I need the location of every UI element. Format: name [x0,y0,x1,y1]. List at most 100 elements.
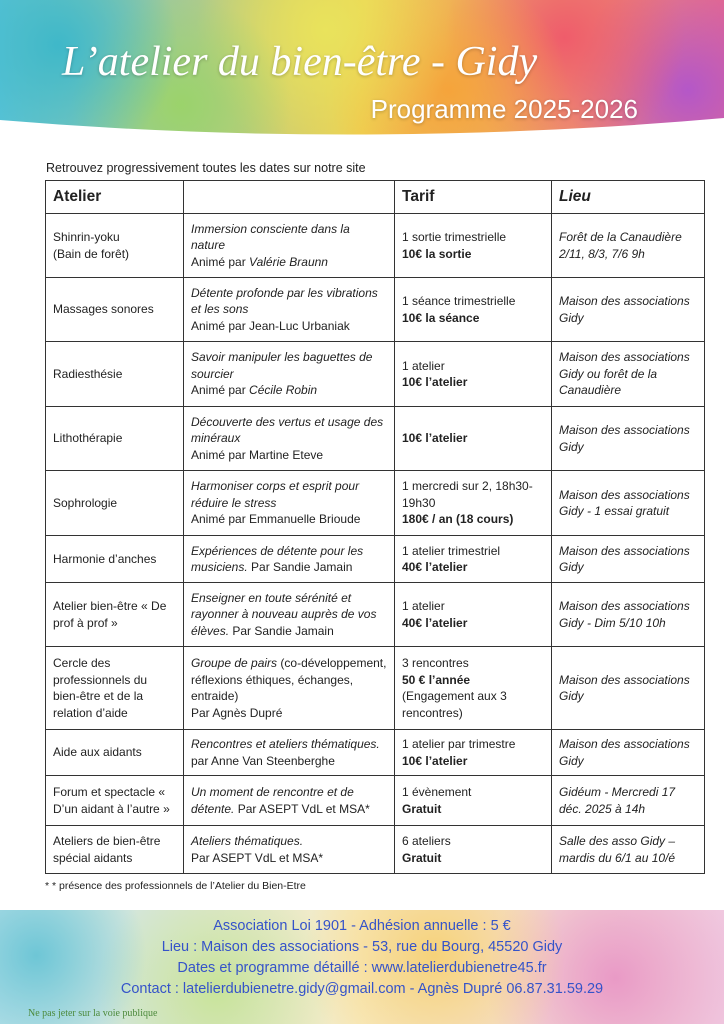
tarif-cell: 1 atelier 40€ l’atelier [394,582,552,647]
cell-line: 1 atelier [402,598,544,615]
cell-text: Par Sandie Jamain [247,560,353,574]
cell-text: 10€ l’atelier [402,753,468,768]
atelier-cell: Sophrologie [45,470,184,536]
description-cell: Enseigner en toute sérénité et rayonner … [183,582,395,647]
cell-text: Maison des associations [559,423,690,437]
cell-line: 1 atelier trimestriel [402,543,544,560]
cell-line: Massages sonores [53,301,176,318]
cell-line: Enseigner en toute sérénité et rayonner … [191,590,387,640]
cell-line: Forêt de la Canaudière [559,229,697,246]
lieu-cell: Maison des associations Gidy - Dim 5/10 1… [551,582,705,647]
atelier-cell: Cercle des professionnels du bien-être e… [45,646,184,730]
cell-text: Radiesthésie [53,366,123,381]
cell-line: Forum et spectacle « D’un aidant à l’aut… [53,784,176,817]
description-cell: Rencontres et ateliers thématiques. par A… [183,729,395,776]
cell-line: Harmoniser corps et esprit pour réduire … [191,478,387,511]
cell-text: 2/11, 8/3, 7/6 9h [559,246,645,261]
cell-line: Ateliers de bien-être spécial aidants [53,833,176,866]
tarif-cell: 1 mercredi sur 2, 18h30-19h30 180€ / an (… [394,470,552,536]
cell-line: Détente profonde par les vibrations et l… [191,285,387,318]
cell-line: Animé par Jean-Luc Urbaniak [191,318,387,335]
cell-line: 1 sortie trimestrielle [402,229,544,246]
tarif-cell: 3 rencontres 50 € l’année (Engagement aux … [394,646,552,730]
lieu-cell: Maison des associations Gidy [551,406,705,471]
cell-line: Animé par Martine Eteve [191,447,387,464]
cell-text: Animé par Martine Eteve [191,447,324,462]
atelier-cell: Forum et spectacle « D’un aidant à l’aut… [45,775,184,826]
cell-text: 1 évènement [402,785,472,799]
cell-text: 1 atelier par trimestre [402,737,516,751]
cell-text: 6 ateliers [402,834,451,848]
lieu-cell: Maison des associations Gidy ou forêt de… [551,341,705,407]
cell-line: Maison des associations [559,293,697,310]
header-curve [0,118,724,150]
cell-text: 10€ la sortie [402,246,472,261]
cell-text: Gidy [559,310,584,325]
cell-text: Groupe de pairs [191,656,278,670]
cell-text: Gidy [559,439,584,454]
atelier-cell: Massages sonores [45,277,184,342]
cell-text: Harmoniser corps et esprit pour réduire … [191,479,360,510]
cell-text: Par Sandie Jamain [229,623,334,638]
column-header: Tarif [394,180,552,214]
cell-text: Maison des associations [559,543,690,558]
cell-text: Animé par [191,383,250,398]
tarif-cell: 6 ateliers Gratuit [394,825,552,874]
tarif-cell: 1 évènement Gratuit [394,775,552,826]
cell-line: Gidy [559,753,697,770]
cell-text: par Anne Van Steenberghe [191,753,335,768]
cell-text: Atelier bien-être « De prof à prof » [53,599,167,630]
cell-line: 1 évènement [402,784,544,801]
table-row: Massages sonores Détente profonde par les… [45,277,705,342]
cell-text: Immersion consciente dans la nature [191,221,350,253]
description-cell: Savoir manipuler les baguettes de sourci… [183,341,395,407]
table-row: Shinrin-yoku (Bain de forêt) Immersion con… [45,213,705,278]
cell-text: Maison des associations [559,599,690,613]
description-cell: Harmoniser corps et esprit pour réduire … [183,470,395,536]
cell-line: Sophrologie [53,495,176,512]
cell-text: Maison des associations Gidy ou forêt de… [559,350,690,398]
cell-text: Harmonie d’anches [53,551,157,566]
description-cell: Groupe de pairs (co-développement, réfle… [183,646,395,730]
footnote: * * présence des professionnels de l’Ate… [45,880,306,892]
cell-text: Gidy [559,560,584,574]
cell-text: Massages sonores [53,302,154,317]
cell-text: Maison des associations [559,294,690,308]
cell-text: Gidy [559,689,584,703]
cell-line: Atelier bien-être « De prof à prof » [53,598,176,631]
cell-text: Expériences de détente pour les musicien… [191,543,364,575]
cell-text: (co-développement, réflexions éthiques, … [191,656,387,703]
lieu-cell: Forêt de la Canaudière 2/11, 8/3, 7/6 9h [551,213,705,278]
tarif-cell: 1 atelier par trimestre 10€ l’atelier [394,729,552,776]
cell-text: Valérie Braunn [249,254,328,269]
cell-line: 10€ l’atelier [402,374,544,391]
cell-text: Lithothérapie [53,431,123,446]
description-cell: Immersion consciente dans la nature Animé… [183,213,395,278]
table-row: Forum et spectacle « D’un aidant à l’aut… [45,775,705,826]
cell-text: Maison des associations [559,672,690,687]
cell-line: 10€ la séance [402,310,544,327]
cell-text: 10€ la séance [402,310,480,325]
cell-text: Par ASEPT VdL et MSA* [191,850,324,865]
cell-line: Maison des associations [559,487,697,504]
cell-line: 10€ l’atelier [402,430,544,447]
cell-text: 10€ l’atelier [402,431,468,446]
cell-line: Maison des associations [559,543,697,560]
description-cell: Détente profonde par les vibrations et l… [183,277,395,342]
cell-text: Gidy [559,753,584,768]
description-cell: Découverte des vertus et usage des minér… [183,406,395,471]
cell-line: Savoir manipuler les baguettes de sourci… [191,349,387,382]
description-cell: Expériences de détente pour les musicien… [183,535,395,583]
cell-text: 10€ l’atelier [402,375,468,389]
cell-line: 40€ l’atelier [402,615,544,632]
lieu-cell: Maison des associations Gidy [551,277,705,342]
atelier-cell: Shinrin-yoku (Bain de forêt) [45,213,184,278]
cell-text: Gidy - Dim 5/10 10h [559,615,666,630]
cell-line: (Engagement aux 3 rencontres) [402,688,544,721]
cell-text: Cécile Robin [249,383,318,398]
cell-line: Gratuit [402,801,544,818]
tarif-cell: 1 atelier trimestriel 40€ l’atelier [394,535,552,583]
cell-line: Immersion consciente dans la nature [191,221,387,254]
cell-line: Par Agnès Dupré [191,705,387,722]
